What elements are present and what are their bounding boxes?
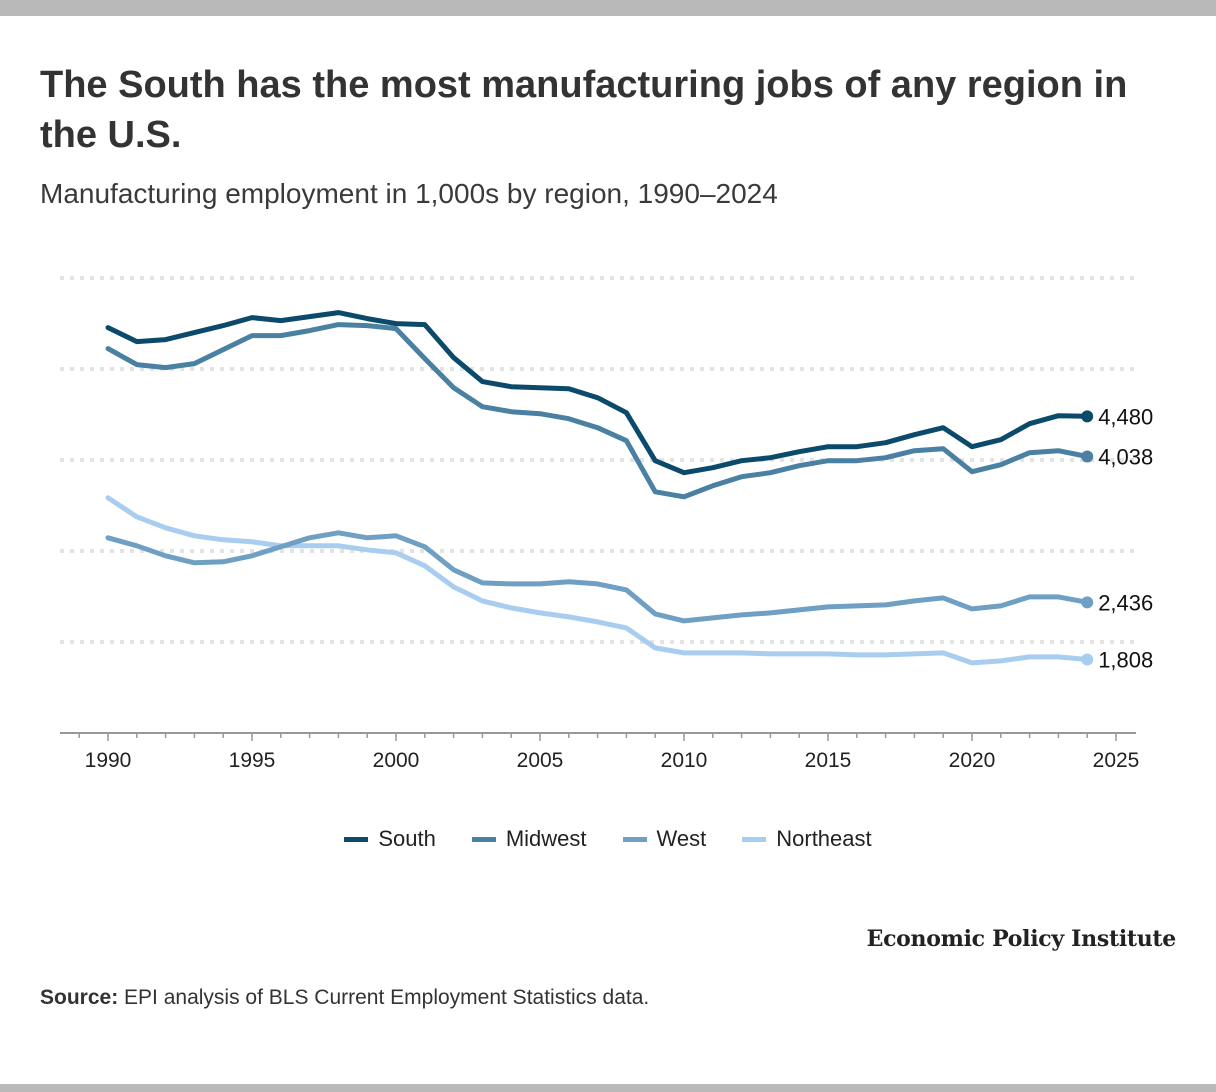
legend-label: West <box>656 826 707 851</box>
bottom-border <box>0 1084 1216 1092</box>
x-tick-label: 2005 <box>517 749 564 772</box>
x-tick-label: 2000 <box>373 749 420 772</box>
series-lines <box>105 310 1094 666</box>
legend-item-west: West <box>622 826 707 852</box>
legend-label: Midwest <box>505 826 587 851</box>
legend-swatch <box>471 836 496 842</box>
x-tick-label: 2010 <box>661 749 708 772</box>
legend-item-northeast: Northeast <box>742 826 872 852</box>
end-label-west: 2,436 <box>1098 590 1153 615</box>
legend-label: South <box>378 826 436 851</box>
end-point-midwest <box>1081 450 1094 463</box>
end-point-northeast <box>1081 653 1094 666</box>
x-tick-label: 1990 <box>85 749 132 772</box>
line-chart: 1990 1995 2000 2005 2010 2015 2020 2025 1,808 2,… <box>60 276 1153 772</box>
legend-item-south: South <box>344 826 436 852</box>
end-point-west <box>1081 596 1094 609</box>
gridlines <box>60 276 1136 644</box>
x-tick-label: 2015 <box>805 749 852 772</box>
legend-item-midwest: Midwest <box>471 826 587 852</box>
legend-swatch <box>622 836 647 842</box>
source-label: Source: <box>40 986 119 1009</box>
chart-title: The South has the most manufacturing job… <box>40 64 1128 156</box>
source-note: Source: EPI analysis of BLS Current Empl… <box>40 986 649 1010</box>
end-labels: 1,808 2,436 4,038 4,480 <box>1098 404 1153 672</box>
series-line-northeast <box>105 495 1090 666</box>
brand-logo: Economic Policy Institute <box>866 926 1177 952</box>
x-tick-label: 2025 <box>1093 749 1140 772</box>
x-tick-label: 2020 <box>949 749 996 772</box>
legend: South Midwest West Northeast <box>0 826 1216 852</box>
legend-label: Northeast <box>776 826 872 851</box>
end-label-midwest: 4,038 <box>1098 445 1153 470</box>
chart-subtitle: Manufacturing employment in 1,000s by re… <box>40 178 778 209</box>
end-label-northeast: 1,808 <box>1098 647 1153 672</box>
x-tick-label: 1995 <box>229 749 276 772</box>
source-text: EPI analysis of BLS Current Employment S… <box>118 986 650 1009</box>
series-line-south <box>105 310 1090 476</box>
series-line-midwest <box>105 322 1090 500</box>
end-point-south <box>1081 410 1094 423</box>
top-border <box>0 0 1216 16</box>
legend-swatch <box>742 836 767 842</box>
legend-swatch <box>344 836 369 842</box>
x-axis: 1990 1995 2000 2005 2010 2015 2020 2025 <box>60 732 1140 772</box>
series-line-west <box>105 530 1090 624</box>
end-label-south: 4,480 <box>1098 404 1153 429</box>
